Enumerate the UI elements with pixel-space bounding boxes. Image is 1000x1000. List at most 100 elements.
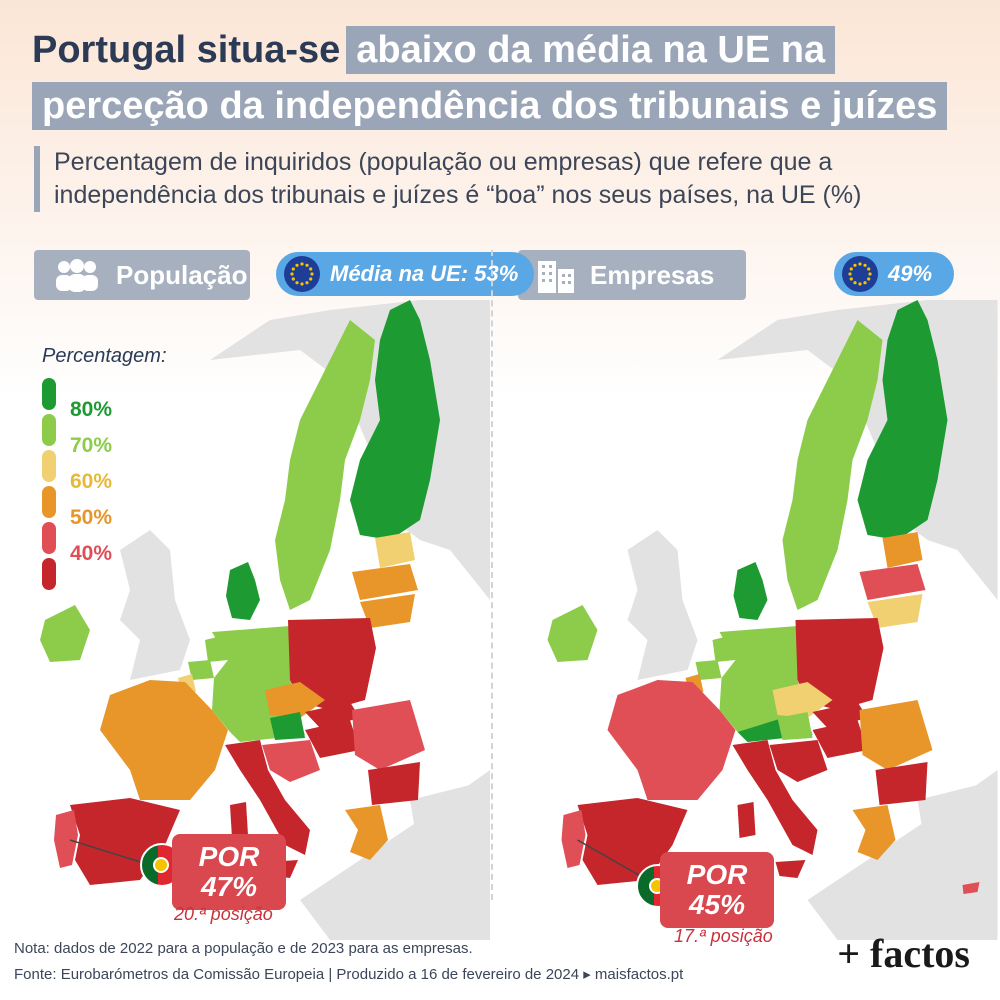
country-portugal bbox=[54, 810, 78, 868]
eu-average-pill-population: Média na UE: 53% bbox=[276, 252, 535, 296]
country-croatia bbox=[769, 740, 828, 782]
turkey-land bbox=[410, 780, 490, 860]
country-france bbox=[100, 680, 228, 800]
country-italy bbox=[225, 740, 310, 855]
country-belgium bbox=[695, 660, 722, 680]
portugal-callout-code: POR bbox=[686, 859, 748, 890]
country-ireland bbox=[547, 605, 598, 662]
legend-item-80: 80% bbox=[42, 378, 112, 421]
country-sardinia bbox=[230, 802, 248, 838]
portugal-callout-companies: POR 45% bbox=[660, 852, 774, 928]
legend-item-70: 70% bbox=[42, 414, 112, 457]
country-croatia bbox=[262, 740, 320, 782]
legend-swatch bbox=[42, 378, 56, 410]
country-spain bbox=[577, 798, 688, 885]
legend-item-40: 40% bbox=[42, 522, 112, 565]
eu-average-label-companies: 49% bbox=[888, 261, 933, 286]
uk-land bbox=[120, 530, 190, 680]
panel-label-companies: Empresas bbox=[518, 250, 746, 300]
turkey-land bbox=[917, 780, 998, 860]
country-cyprus bbox=[962, 882, 980, 894]
portugal-rank-population: 20.ª posição bbox=[174, 904, 273, 924]
legend-item-below-40 bbox=[42, 558, 56, 590]
country-romania bbox=[352, 700, 425, 770]
buildings-icon bbox=[538, 261, 574, 293]
title-part-2: abaixo da média na UE na bbox=[346, 26, 836, 74]
legend-swatch bbox=[42, 450, 56, 482]
title-line-1: Portugal situa-se abaixo da média na UE … bbox=[32, 26, 836, 74]
country-portugal bbox=[561, 810, 586, 868]
country-poland bbox=[288, 618, 376, 710]
country-bulgaria bbox=[875, 762, 928, 805]
legend-item-60: 60% bbox=[42, 450, 112, 493]
title-line-2: perceção da independência dos tribunais … bbox=[32, 82, 948, 130]
panel-label-population: População bbox=[34, 250, 250, 300]
legend-title: Percentagem: bbox=[42, 345, 167, 367]
portugal-callout-population: POR 47% bbox=[172, 834, 286, 910]
portugal-callout-value: 45% bbox=[688, 889, 746, 920]
portugal-callout-line bbox=[69, 839, 151, 866]
title-part-3: perceção da independência dos tribunais … bbox=[32, 82, 948, 130]
country-slovakia bbox=[812, 702, 868, 728]
country-bulgaria bbox=[368, 762, 420, 805]
brand-logo: + factos bbox=[837, 931, 970, 976]
country-poland bbox=[795, 618, 884, 710]
country-ireland bbox=[40, 605, 90, 662]
country-lithuania bbox=[360, 594, 415, 628]
legend-label: 70% bbox=[70, 434, 113, 457]
panel-label-companies-text: Empresas bbox=[590, 259, 715, 290]
country-lithuania bbox=[867, 594, 923, 628]
country-estonia bbox=[882, 532, 923, 568]
people-icon bbox=[56, 259, 98, 292]
portugal-callout-line bbox=[577, 839, 648, 881]
footer-note: Nota: dados de 2022 para a população e d… bbox=[14, 940, 473, 957]
country-czechia bbox=[772, 682, 833, 718]
portugal-rank-companies: 17.ª posição bbox=[674, 926, 773, 946]
map-companies bbox=[547, 300, 998, 940]
country-hungary bbox=[812, 720, 868, 758]
portugal-callout-value: 47% bbox=[200, 871, 258, 902]
country-latvia bbox=[859, 564, 926, 600]
footer-source: Fonte: Eurobarómetros da Comissão Europe… bbox=[14, 966, 684, 983]
country-finland bbox=[350, 300, 440, 540]
title-part-1: Portugal situa-se bbox=[32, 28, 341, 71]
country-slovenia bbox=[777, 712, 813, 740]
country-italy bbox=[732, 740, 818, 855]
map-population bbox=[40, 300, 490, 940]
country-sardinia bbox=[737, 802, 756, 838]
country-sweden bbox=[782, 320, 883, 610]
subtitle: Percentagem de inquiridos (população ou … bbox=[34, 146, 934, 212]
panel-divider bbox=[491, 250, 493, 900]
country-belgium bbox=[188, 660, 214, 680]
eu-flag-icon bbox=[842, 256, 878, 292]
country-slovenia bbox=[270, 712, 305, 740]
legend-item-50: 50% bbox=[42, 486, 112, 529]
legend-swatch bbox=[42, 486, 56, 518]
country-greece bbox=[345, 805, 388, 860]
eu-average-pill-companies: 49% bbox=[834, 252, 954, 296]
country-spain bbox=[70, 798, 180, 885]
country-greece bbox=[852, 805, 896, 860]
legend-label: 80% bbox=[70, 398, 113, 421]
country-finland bbox=[857, 300, 948, 540]
country-slovakia bbox=[305, 702, 360, 728]
country-romania bbox=[859, 700, 933, 770]
legend-label: 60% bbox=[70, 470, 113, 493]
country-sweden bbox=[275, 320, 375, 610]
country-czechia bbox=[265, 682, 325, 718]
legend-label: 40% bbox=[70, 542, 113, 565]
eu-flag-icon bbox=[284, 256, 320, 292]
panel-label-population-text: População bbox=[116, 259, 248, 290]
uk-land bbox=[627, 530, 698, 680]
legend-swatch bbox=[42, 558, 56, 590]
country-sicily bbox=[775, 860, 806, 878]
country-denmark bbox=[733, 562, 768, 620]
country-denmark bbox=[226, 562, 260, 620]
portugal-callout-code: POR bbox=[198, 841, 260, 872]
country-hungary bbox=[305, 720, 360, 758]
country-france bbox=[607, 680, 736, 800]
legend-swatch bbox=[42, 522, 56, 554]
country-estonia bbox=[375, 532, 415, 568]
legend-swatch bbox=[42, 414, 56, 446]
legend-label: 50% bbox=[70, 506, 113, 529]
